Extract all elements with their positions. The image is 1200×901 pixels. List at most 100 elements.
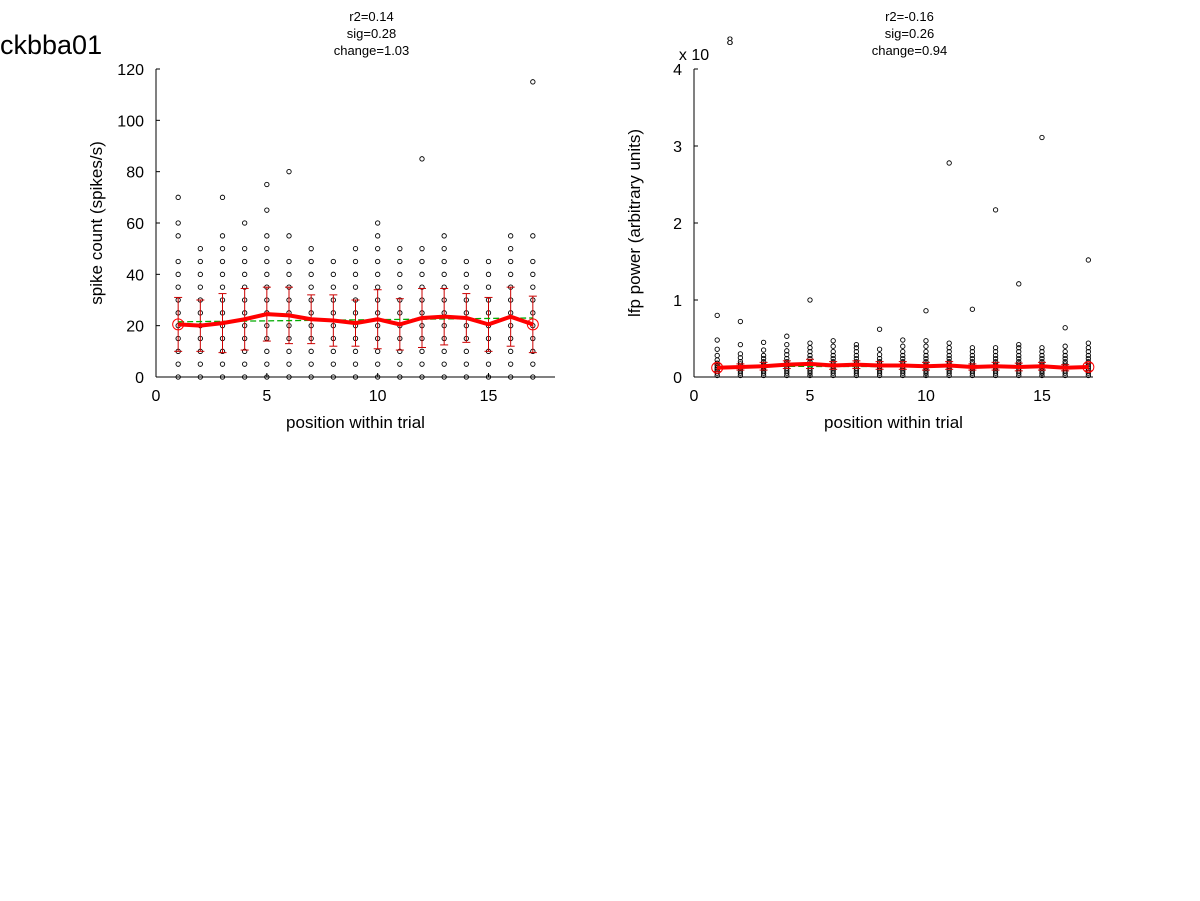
mean-marker [172,318,185,331]
data-point [508,348,514,354]
x-tick-label: 10 [369,388,387,405]
data-point [419,374,425,380]
data-point [219,258,226,265]
data-point [1062,358,1068,365]
data-point [441,258,447,265]
mean-marker [1082,360,1095,373]
data-point [375,361,381,367]
data-point [286,374,292,380]
data-point [197,361,203,367]
data-point [946,340,952,346]
data-point [352,258,359,265]
data-point [330,361,336,367]
x-tick-label: 5 [806,388,815,405]
data-point [397,246,403,252]
data-point [175,233,181,239]
data-point [397,284,403,290]
data-point [264,374,270,380]
data-point [397,258,403,265]
data-point [530,79,536,85]
data-point [264,258,270,265]
data-point [923,308,929,314]
data-point [876,346,883,352]
data-point [419,348,425,354]
data-point [197,246,203,252]
data-point [969,355,976,362]
data-point [714,357,720,363]
data-point [1016,345,1022,351]
data-point [375,258,381,265]
y-axis-label: spike count (spikes/s) [87,141,106,304]
data-point [737,342,744,348]
mean-line [178,312,534,328]
data-point [853,345,860,351]
data-point [219,271,226,277]
data-point [1039,345,1045,351]
data-point [1085,340,1092,346]
data-point [530,374,536,380]
data-point [352,284,359,290]
mean-marker [711,361,724,374]
data-point [992,207,999,213]
data-point [508,271,514,277]
data-point [1016,281,1022,287]
x-tick-label: 5 [262,388,271,405]
data-point [242,361,248,367]
data-point [197,258,203,265]
data-point [900,337,906,343]
data-point [992,348,999,355]
data-point [219,361,226,367]
mean-line [717,361,1089,370]
data-point [264,207,270,213]
data-point [946,160,952,166]
data-point [969,306,976,312]
data-point [419,246,425,252]
data-point [330,374,336,380]
y-tick-label: 1 [673,293,682,310]
data-point [419,361,425,367]
data-point [485,284,492,290]
data-point [463,348,469,354]
data-point [352,374,359,380]
data-point [330,271,336,277]
data-point [946,352,952,359]
data-point [969,348,976,355]
data-point [992,355,999,362]
data-point [441,361,447,367]
data-point [900,348,906,355]
data-point [969,352,976,359]
chart-title-line: sig=0.28 [347,26,397,41]
axis-exponent-label: x 10 [679,47,709,64]
data-point [1062,325,1068,331]
y-tick-label: 100 [117,113,144,130]
data-point [737,355,744,361]
data-point [1016,342,1022,348]
data-point [714,352,720,359]
data-point [352,271,359,277]
data-point [308,374,314,380]
data-point [784,352,790,358]
data-point [175,361,181,367]
x-tick-label: 15 [1033,388,1051,405]
data-point [308,348,314,354]
cell-id-label: ckbba01 [0,30,103,60]
data-point [830,338,836,344]
data-point [197,284,203,290]
chart-title-line: r2=0.14 [349,9,393,24]
data-point [375,246,381,252]
y-tick-label: 3 [673,139,682,156]
data-point [175,258,181,265]
data-point [330,258,336,265]
data-point [397,361,403,367]
data-point [286,361,292,367]
data-point [923,355,929,362]
data-point [419,271,425,277]
mean-marker [526,318,539,331]
x-tick-label: 10 [917,388,935,405]
data-point [352,361,359,367]
data-point [308,284,314,290]
data-point [308,271,314,277]
data-point [714,346,720,352]
x-tick-label: 15 [480,388,498,405]
